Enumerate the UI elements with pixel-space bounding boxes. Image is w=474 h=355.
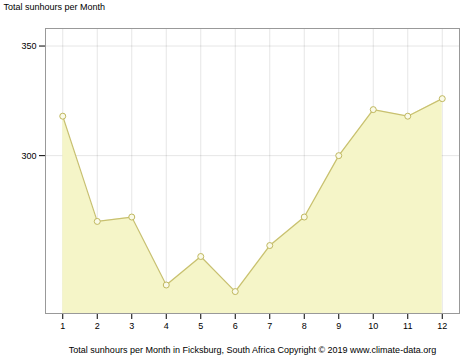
- svg-text:5: 5: [198, 321, 203, 331]
- svg-text:9: 9: [336, 321, 341, 331]
- svg-text:7: 7: [267, 321, 272, 331]
- svg-text:1: 1: [60, 321, 65, 331]
- svg-text:3: 3: [129, 321, 134, 331]
- svg-text:Total sunhours per Month in Fi: Total sunhours per Month in Ficksburg, S…: [69, 345, 436, 355]
- svg-text:8: 8: [302, 321, 307, 331]
- svg-text:6: 6: [233, 321, 238, 331]
- svg-text:300: 300: [21, 151, 36, 161]
- svg-text:4: 4: [164, 321, 169, 331]
- svg-text:12: 12: [437, 321, 447, 331]
- svg-text:350: 350: [21, 41, 36, 51]
- svg-text:11: 11: [403, 321, 412, 331]
- svg-text:Total sunhours per Month: Total sunhours per Month: [4, 2, 106, 12]
- svg-text:10: 10: [368, 321, 378, 331]
- svg-text:2: 2: [95, 321, 100, 331]
